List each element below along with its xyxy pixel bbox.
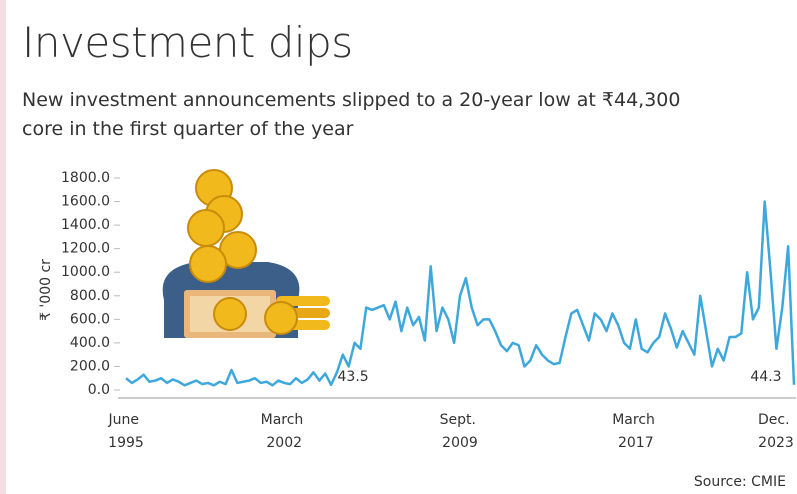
chart-title: Investment dips (22, 18, 353, 67)
x-tick-label: Sept. 2009 (440, 412, 481, 451)
coin-illustration (162, 169, 330, 338)
value-label: 43.5 (338, 369, 369, 385)
y-tick-label: 200.0 (70, 358, 110, 374)
y-tick-label: 800.0 (70, 288, 110, 304)
y-tick-label: 1400.0 (61, 217, 110, 233)
chart: Source: CMIE ₹ '000 cr 0.0 200.0 400.0 600.… (38, 169, 796, 490)
x-tick-label: March 2002 (261, 412, 308, 451)
line (125, 200, 796, 387)
x-tick-label: March 2017 (612, 412, 659, 451)
chart-subtitle: New investment announcements slipped to … (22, 89, 681, 140)
y-tick-label: 400.0 (70, 335, 110, 351)
source: Source: CMIE (694, 474, 786, 490)
y-tick-label: 1600.0 (61, 194, 110, 210)
y-tick-label: 1800.0 (61, 170, 110, 186)
y-tick-label: 600.0 (70, 311, 110, 327)
x-tick-label: Dec. 2023 (758, 412, 794, 451)
y-tick-label: 0.0 (88, 382, 110, 398)
y-tick-label: 1200.0 (61, 241, 110, 257)
x-tick-label: June 1995 (108, 412, 144, 451)
y-tick-label: 1000.0 (61, 264, 110, 280)
value-label: 44.3 (750, 369, 781, 385)
y-axis-title: ₹ '000 cr (38, 259, 54, 321)
